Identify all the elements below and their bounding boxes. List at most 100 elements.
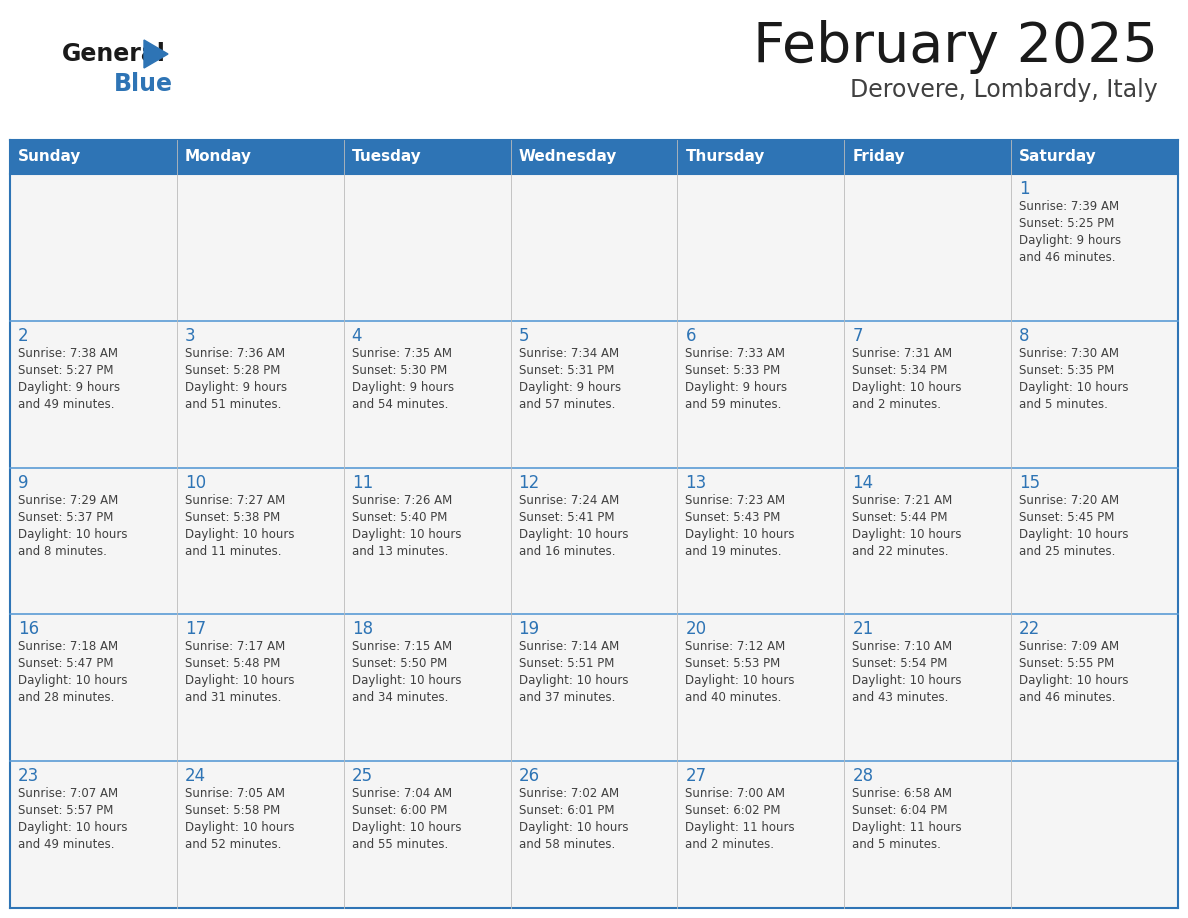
Text: 5: 5 bbox=[519, 327, 529, 345]
Text: Sunrise: 7:21 AM
Sunset: 5:44 PM
Daylight: 10 hours
and 22 minutes.: Sunrise: 7:21 AM Sunset: 5:44 PM Dayligh… bbox=[852, 494, 962, 557]
Bar bbox=[677, 320, 845, 467]
Bar bbox=[845, 320, 1011, 467]
Bar bbox=[677, 467, 845, 614]
Text: Sunrise: 7:20 AM
Sunset: 5:45 PM
Daylight: 10 hours
and 25 minutes.: Sunrise: 7:20 AM Sunset: 5:45 PM Dayligh… bbox=[1019, 494, 1129, 557]
Text: Friday: Friday bbox=[852, 150, 905, 164]
Text: Sunrise: 7:27 AM
Sunset: 5:38 PM
Daylight: 10 hours
and 11 minutes.: Sunrise: 7:27 AM Sunset: 5:38 PM Dayligh… bbox=[185, 494, 295, 557]
Text: 14: 14 bbox=[852, 474, 873, 492]
Bar bbox=[511, 614, 677, 761]
Text: 11: 11 bbox=[352, 474, 373, 492]
Bar bbox=[10, 320, 177, 467]
Text: 10: 10 bbox=[185, 474, 206, 492]
Text: Sunrise: 7:23 AM
Sunset: 5:43 PM
Daylight: 10 hours
and 19 minutes.: Sunrise: 7:23 AM Sunset: 5:43 PM Dayligh… bbox=[685, 494, 795, 557]
Text: Sunrise: 7:24 AM
Sunset: 5:41 PM
Daylight: 10 hours
and 16 minutes.: Sunrise: 7:24 AM Sunset: 5:41 PM Dayligh… bbox=[519, 494, 628, 557]
Text: 22: 22 bbox=[1019, 621, 1041, 638]
Text: Sunrise: 7:07 AM
Sunset: 5:57 PM
Daylight: 10 hours
and 49 minutes.: Sunrise: 7:07 AM Sunset: 5:57 PM Dayligh… bbox=[18, 788, 127, 851]
Bar bbox=[845, 614, 1011, 761]
Bar bbox=[10, 174, 177, 320]
Text: 26: 26 bbox=[519, 767, 539, 785]
Text: February 2025: February 2025 bbox=[753, 20, 1158, 74]
Text: 17: 17 bbox=[185, 621, 206, 638]
Text: 7: 7 bbox=[852, 327, 862, 345]
Bar bbox=[343, 174, 511, 320]
Bar bbox=[343, 761, 511, 908]
Text: 24: 24 bbox=[185, 767, 206, 785]
Text: Sunrise: 7:34 AM
Sunset: 5:31 PM
Daylight: 9 hours
and 57 minutes.: Sunrise: 7:34 AM Sunset: 5:31 PM Dayligh… bbox=[519, 347, 620, 410]
Text: 19: 19 bbox=[519, 621, 539, 638]
Bar bbox=[677, 174, 845, 320]
Text: Sunrise: 7:18 AM
Sunset: 5:47 PM
Daylight: 10 hours
and 28 minutes.: Sunrise: 7:18 AM Sunset: 5:47 PM Dayligh… bbox=[18, 641, 127, 704]
Bar bbox=[177, 761, 343, 908]
Bar bbox=[343, 614, 511, 761]
Text: 16: 16 bbox=[18, 621, 39, 638]
Bar bbox=[177, 467, 343, 614]
Text: 23: 23 bbox=[18, 767, 39, 785]
Text: Wednesday: Wednesday bbox=[519, 150, 617, 164]
Bar bbox=[10, 614, 177, 761]
Text: Sunrise: 7:15 AM
Sunset: 5:50 PM
Daylight: 10 hours
and 34 minutes.: Sunrise: 7:15 AM Sunset: 5:50 PM Dayligh… bbox=[352, 641, 461, 704]
Text: Sunrise: 7:09 AM
Sunset: 5:55 PM
Daylight: 10 hours
and 46 minutes.: Sunrise: 7:09 AM Sunset: 5:55 PM Dayligh… bbox=[1019, 641, 1129, 704]
Bar bbox=[10, 140, 1178, 174]
Text: Sunrise: 7:17 AM
Sunset: 5:48 PM
Daylight: 10 hours
and 31 minutes.: Sunrise: 7:17 AM Sunset: 5:48 PM Dayligh… bbox=[185, 641, 295, 704]
Bar bbox=[511, 174, 677, 320]
Bar bbox=[677, 761, 845, 908]
Text: Sunrise: 6:58 AM
Sunset: 6:04 PM
Daylight: 11 hours
and 5 minutes.: Sunrise: 6:58 AM Sunset: 6:04 PM Dayligh… bbox=[852, 788, 962, 851]
Text: 28: 28 bbox=[852, 767, 873, 785]
Text: General: General bbox=[62, 42, 166, 66]
Text: Sunrise: 7:26 AM
Sunset: 5:40 PM
Daylight: 10 hours
and 13 minutes.: Sunrise: 7:26 AM Sunset: 5:40 PM Dayligh… bbox=[352, 494, 461, 557]
Text: 18: 18 bbox=[352, 621, 373, 638]
Bar bbox=[511, 467, 677, 614]
Text: 25: 25 bbox=[352, 767, 373, 785]
Bar bbox=[845, 761, 1011, 908]
Text: 13: 13 bbox=[685, 474, 707, 492]
Bar bbox=[677, 614, 845, 761]
Text: Sunrise: 7:05 AM
Sunset: 5:58 PM
Daylight: 10 hours
and 52 minutes.: Sunrise: 7:05 AM Sunset: 5:58 PM Dayligh… bbox=[185, 788, 295, 851]
Text: 12: 12 bbox=[519, 474, 539, 492]
Text: Sunrise: 7:36 AM
Sunset: 5:28 PM
Daylight: 9 hours
and 51 minutes.: Sunrise: 7:36 AM Sunset: 5:28 PM Dayligh… bbox=[185, 347, 287, 410]
Text: Sunrise: 7:38 AM
Sunset: 5:27 PM
Daylight: 9 hours
and 49 minutes.: Sunrise: 7:38 AM Sunset: 5:27 PM Dayligh… bbox=[18, 347, 120, 410]
Bar bbox=[1011, 614, 1178, 761]
Bar bbox=[845, 467, 1011, 614]
Text: 3: 3 bbox=[185, 327, 196, 345]
Bar bbox=[1011, 320, 1178, 467]
Text: Sunrise: 7:31 AM
Sunset: 5:34 PM
Daylight: 10 hours
and 2 minutes.: Sunrise: 7:31 AM Sunset: 5:34 PM Dayligh… bbox=[852, 347, 962, 410]
Bar bbox=[1011, 174, 1178, 320]
Bar bbox=[511, 320, 677, 467]
Text: Sunrise: 7:04 AM
Sunset: 6:00 PM
Daylight: 10 hours
and 55 minutes.: Sunrise: 7:04 AM Sunset: 6:00 PM Dayligh… bbox=[352, 788, 461, 851]
Text: Thursday: Thursday bbox=[685, 150, 765, 164]
Bar bbox=[343, 467, 511, 614]
Text: Sunrise: 7:30 AM
Sunset: 5:35 PM
Daylight: 10 hours
and 5 minutes.: Sunrise: 7:30 AM Sunset: 5:35 PM Dayligh… bbox=[1019, 347, 1129, 410]
Text: Blue: Blue bbox=[114, 72, 173, 96]
Text: Tuesday: Tuesday bbox=[352, 150, 422, 164]
Text: Sunday: Sunday bbox=[18, 150, 81, 164]
Text: Sunrise: 7:00 AM
Sunset: 6:02 PM
Daylight: 11 hours
and 2 minutes.: Sunrise: 7:00 AM Sunset: 6:02 PM Dayligh… bbox=[685, 788, 795, 851]
Text: 15: 15 bbox=[1019, 474, 1041, 492]
Text: Sunrise: 7:33 AM
Sunset: 5:33 PM
Daylight: 9 hours
and 59 minutes.: Sunrise: 7:33 AM Sunset: 5:33 PM Dayligh… bbox=[685, 347, 788, 410]
Bar bbox=[343, 320, 511, 467]
Bar bbox=[10, 761, 177, 908]
Polygon shape bbox=[144, 40, 168, 68]
Text: Sunrise: 7:12 AM
Sunset: 5:53 PM
Daylight: 10 hours
and 40 minutes.: Sunrise: 7:12 AM Sunset: 5:53 PM Dayligh… bbox=[685, 641, 795, 704]
Text: 1: 1 bbox=[1019, 180, 1030, 198]
Text: Derovere, Lombardy, Italy: Derovere, Lombardy, Italy bbox=[851, 78, 1158, 102]
Text: 20: 20 bbox=[685, 621, 707, 638]
Bar bbox=[1011, 761, 1178, 908]
Text: Sunrise: 7:29 AM
Sunset: 5:37 PM
Daylight: 10 hours
and 8 minutes.: Sunrise: 7:29 AM Sunset: 5:37 PM Dayligh… bbox=[18, 494, 127, 557]
Text: Sunrise: 7:02 AM
Sunset: 6:01 PM
Daylight: 10 hours
and 58 minutes.: Sunrise: 7:02 AM Sunset: 6:01 PM Dayligh… bbox=[519, 788, 628, 851]
Bar bbox=[177, 174, 343, 320]
Bar bbox=[10, 467, 177, 614]
Text: Saturday: Saturday bbox=[1019, 150, 1097, 164]
Text: 21: 21 bbox=[852, 621, 873, 638]
Text: 9: 9 bbox=[18, 474, 29, 492]
Text: Sunrise: 7:10 AM
Sunset: 5:54 PM
Daylight: 10 hours
and 43 minutes.: Sunrise: 7:10 AM Sunset: 5:54 PM Dayligh… bbox=[852, 641, 962, 704]
Bar bbox=[511, 761, 677, 908]
Text: 27: 27 bbox=[685, 767, 707, 785]
Bar bbox=[177, 614, 343, 761]
Text: 8: 8 bbox=[1019, 327, 1030, 345]
Bar bbox=[845, 174, 1011, 320]
Text: 2: 2 bbox=[18, 327, 29, 345]
Text: 6: 6 bbox=[685, 327, 696, 345]
Bar bbox=[1011, 467, 1178, 614]
Text: Sunrise: 7:14 AM
Sunset: 5:51 PM
Daylight: 10 hours
and 37 minutes.: Sunrise: 7:14 AM Sunset: 5:51 PM Dayligh… bbox=[519, 641, 628, 704]
Text: Sunrise: 7:35 AM
Sunset: 5:30 PM
Daylight: 9 hours
and 54 minutes.: Sunrise: 7:35 AM Sunset: 5:30 PM Dayligh… bbox=[352, 347, 454, 410]
